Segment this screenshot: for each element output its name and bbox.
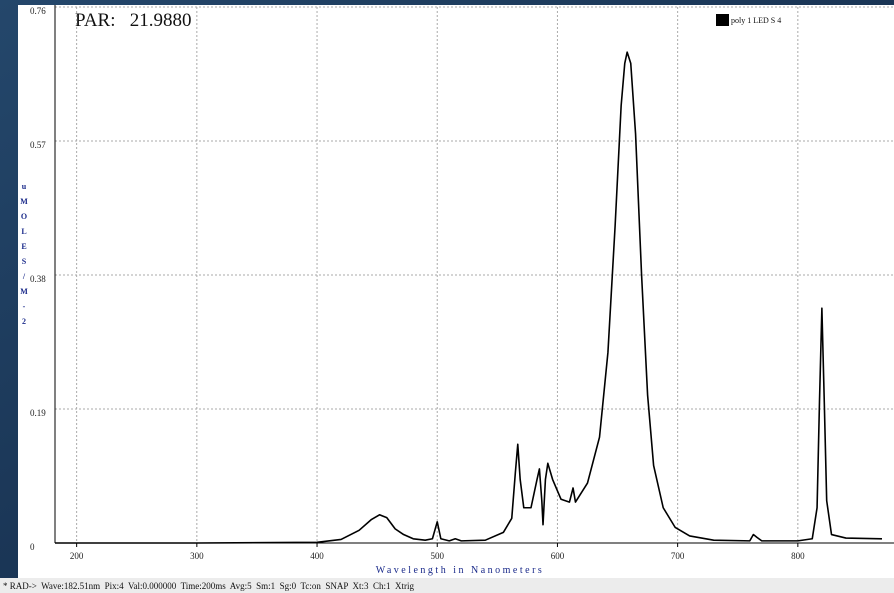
plot-area — [55, 51, 882, 544]
legend-swatch — [716, 14, 729, 26]
x-tick-label: 400 — [310, 551, 324, 561]
y-tick-label: 0.57 — [30, 140, 46, 150]
y-tick-label: 0.38 — [30, 274, 46, 284]
status-text: * RAD-> Wave:182.51nm Pix:4 Val:0.000000… — [3, 581, 415, 591]
x-tick-label: 800 — [791, 551, 805, 561]
x-tick-label: 300 — [190, 551, 204, 561]
x-tick-label: 600 — [551, 551, 565, 561]
x-tick-label: 500 — [430, 551, 444, 561]
status-bar — [0, 578, 894, 593]
y-tick-label: 0 — [30, 542, 35, 552]
y-axis-label: uMOLES/M-2 — [19, 182, 28, 332]
x-axis-label: Wavelength in Nanometers — [376, 565, 545, 576]
y-tick-label: 0.19 — [30, 408, 46, 418]
y-tick-label: 0.76 — [30, 6, 46, 16]
grid — [55, 6, 894, 544]
legend-label: poly 1 LED S 4 — [731, 16, 781, 25]
x-tick-label: 200 — [70, 551, 84, 561]
chart-title: PAR: 21.9880 — [75, 10, 192, 31]
x-tick-label: 700 — [671, 551, 685, 561]
plot-panel — [18, 5, 894, 578]
series-line — [55, 51, 882, 544]
